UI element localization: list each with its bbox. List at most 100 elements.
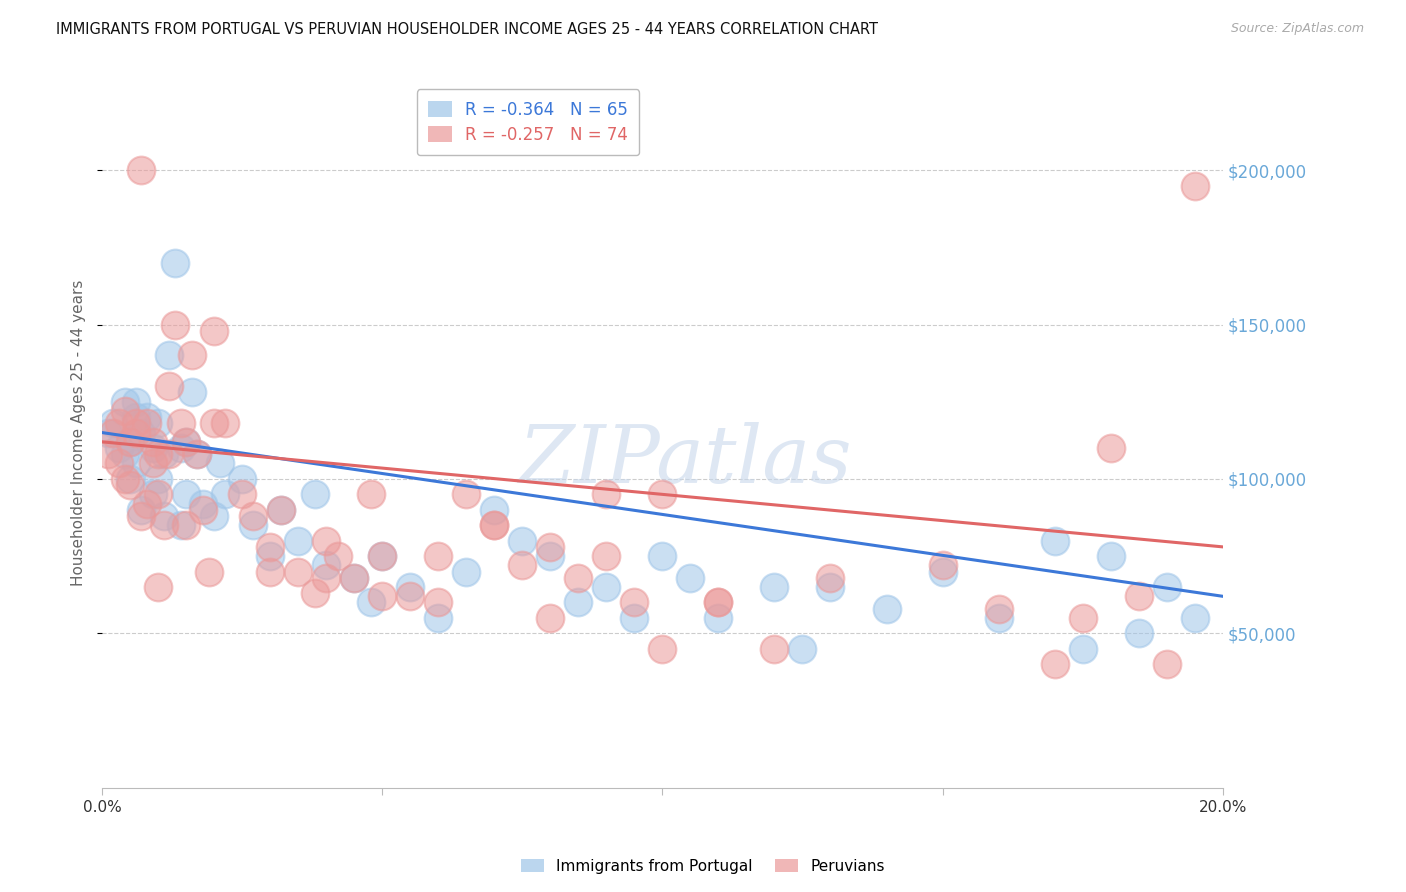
Point [103,425,125,440]
Point [763,580,786,594]
Point [142,441,165,455]
Point [191,497,214,511]
Point [315,571,337,585]
Point [153,518,176,533]
Point [679,571,702,585]
Point [427,595,450,609]
Point [1071,611,1094,625]
Point [456,565,478,579]
Point [707,595,730,609]
Point [399,589,422,603]
Point [371,549,394,563]
Point [343,571,366,585]
Point [270,503,292,517]
Point [595,580,617,594]
Point [484,518,506,533]
Point [287,533,309,548]
Point [931,565,953,579]
Point [512,558,534,573]
Point [987,601,1010,615]
Point [259,565,281,579]
Point [136,497,159,511]
Point [1156,580,1178,594]
Point [120,434,142,449]
Point [125,425,148,440]
Point [371,589,394,603]
Point [270,503,292,517]
Point [159,348,181,362]
Point [595,487,617,501]
Point [326,549,349,563]
Point [427,549,450,563]
Point [567,595,589,609]
Point [131,508,153,523]
Point [1099,441,1122,455]
Point [1043,533,1066,548]
Text: IMMIGRANTS FROM PORTUGAL VS PERUVIAN HOUSEHOLDER INCOME AGES 25 - 44 YEARS CORRE: IMMIGRANTS FROM PORTUGAL VS PERUVIAN HOU… [56,22,879,37]
Point [148,472,170,486]
Point [120,434,142,449]
Point [174,434,197,449]
Point [538,540,561,554]
Point [214,417,236,431]
Point [484,518,506,533]
Point [180,348,202,362]
Point [792,641,814,656]
Point [186,447,208,461]
Text: ZIPatlas: ZIPatlas [517,422,852,500]
Point [343,571,366,585]
Point [153,508,176,523]
Point [191,503,214,517]
Point [763,641,786,656]
Point [163,256,186,270]
Point [202,324,225,338]
Point [148,417,170,431]
Legend: Immigrants from Portugal, Peruvians: Immigrants from Portugal, Peruvians [515,853,891,880]
Point [538,611,561,625]
Point [231,472,253,486]
Point [820,571,842,585]
Point [623,611,645,625]
Point [820,580,842,594]
Point [142,434,165,449]
Point [114,472,136,486]
Point [1043,657,1066,672]
Point [148,447,170,461]
Point [651,641,673,656]
Point [987,611,1010,625]
Point [114,447,136,461]
Point [202,508,225,523]
Point [136,417,159,431]
Point [174,518,197,533]
Point [97,425,120,440]
Point [304,586,326,600]
Point [399,580,422,594]
Point [131,503,153,517]
Point [97,447,120,461]
Point [1071,641,1094,656]
Point [259,540,281,554]
Point [108,441,131,455]
Point [174,434,197,449]
Point [315,558,337,573]
Point [1184,178,1206,193]
Point [125,394,148,409]
Point [197,565,219,579]
Point [371,549,394,563]
Point [214,487,236,501]
Point [186,447,208,461]
Legend: R = -0.364   N = 65, R = -0.257   N = 74: R = -0.364 N = 65, R = -0.257 N = 74 [416,89,640,155]
Point [159,379,181,393]
Point [287,565,309,579]
Point [108,417,131,431]
Point [242,508,264,523]
Point [163,318,186,332]
Point [304,487,326,501]
Point [153,447,176,461]
Point [567,571,589,585]
Point [360,595,382,609]
Point [120,472,142,486]
Point [208,457,231,471]
Point [1099,549,1122,563]
Point [1128,626,1150,640]
